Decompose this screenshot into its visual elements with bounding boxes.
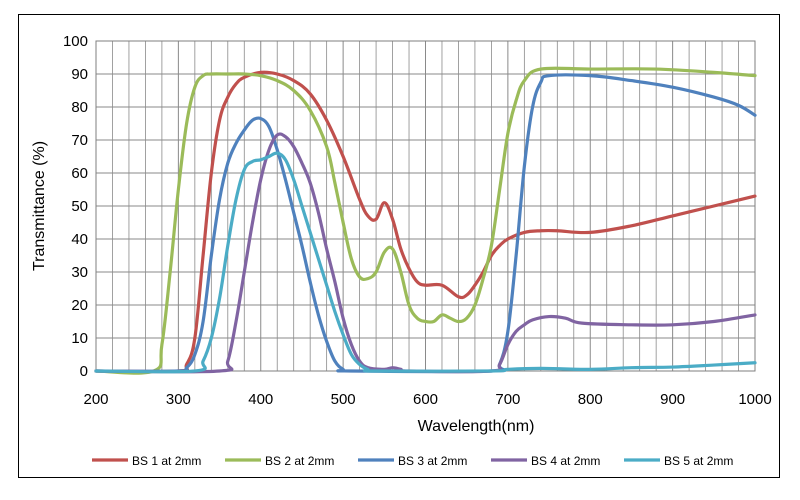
legend-item-3: BS 3 at 2mm <box>358 454 467 468</box>
x-tick-label: 200 <box>83 391 108 408</box>
legend-item-2: BS 2 at 2mm <box>225 454 334 468</box>
y-tick-label: 90 <box>71 66 88 83</box>
y-tick-label: 30 <box>71 264 88 281</box>
y-tick-label: 70 <box>71 132 88 149</box>
legend-item-5: BS 5 at 2mm <box>624 454 733 468</box>
series-line-4 <box>94 132 757 374</box>
x-axis-title: Wavelength(nm) <box>418 418 535 435</box>
tick-labels: 200 300 400 500 600 700 800 900 1000 0 10 20 30 40 50 6… <box>63 33 772 408</box>
x-tick-label: 900 <box>660 391 685 408</box>
legend-label: BS 2 at 2mm <box>265 454 334 468</box>
y-tick-label: 80 <box>71 99 88 116</box>
series-lines <box>94 66 757 375</box>
x-tick-label: 700 <box>495 391 520 408</box>
y-tick-label: 20 <box>71 297 88 314</box>
y-tick-label: 50 <box>71 198 88 215</box>
series-line-2 <box>94 66 757 375</box>
y-axis-title: Transmittance (%) <box>31 141 48 271</box>
legend-label: BS 1 at 2mm <box>132 454 201 468</box>
legend-item-4: BS 4 at 2mm <box>491 454 600 468</box>
x-tick-label: 300 <box>166 391 191 408</box>
series-line-1 <box>94 70 757 374</box>
legend-label: BS 3 at 2mm <box>398 454 467 468</box>
y-tick-label: 100 <box>63 33 88 50</box>
series-line-3 <box>94 73 757 374</box>
x-tick-label: 600 <box>413 391 438 408</box>
y-tick-label: 40 <box>71 231 88 248</box>
y-tick-label: 10 <box>71 330 88 347</box>
legend-label: BS 4 at 2mm <box>531 454 600 468</box>
x-tick-label: 500 <box>331 391 356 408</box>
series-line-5 <box>94 151 757 374</box>
x-tick-label: 1000 <box>738 391 771 408</box>
y-tick-label: 0 <box>80 363 88 380</box>
legend-item-1: BS 1 at 2mm <box>92 454 201 468</box>
x-tick-label: 800 <box>578 391 603 408</box>
x-tick-label: 400 <box>248 391 273 408</box>
y-tick-label: 60 <box>71 165 88 182</box>
legend-label: BS 5 at 2mm <box>664 454 733 468</box>
legend: BS 1 at 2mm BS 2 at 2mm BS 3 at 2mm BS 4 at… <box>92 454 733 468</box>
